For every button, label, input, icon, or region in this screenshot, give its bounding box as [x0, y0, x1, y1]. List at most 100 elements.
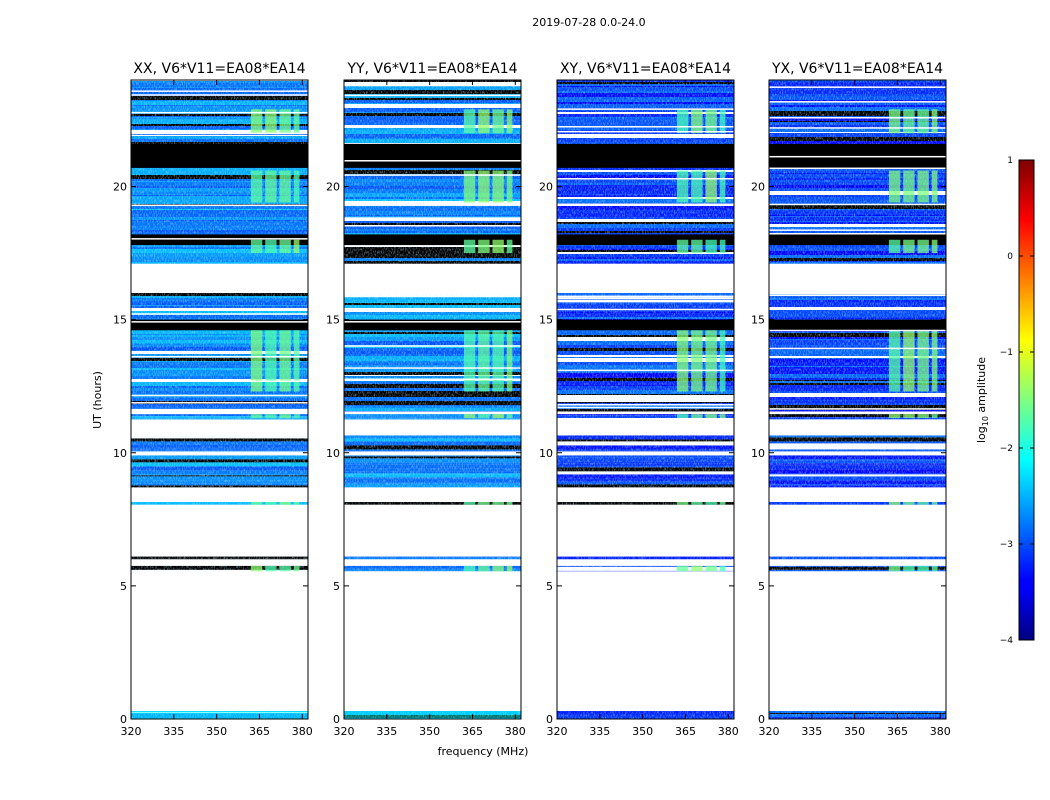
rfi-band: [719, 502, 726, 505]
panel-plot-area: [131, 80, 308, 719]
gap-line: [344, 217, 521, 219]
y-tick-label: 10: [326, 447, 340, 460]
y-tick-label: 0: [120, 713, 127, 726]
gap-line: [344, 84, 521, 87]
gap-line: [557, 300, 734, 302]
rfi-band: [463, 109, 476, 134]
rfi-band: [250, 502, 263, 505]
rfi-band: [676, 414, 689, 419]
colorbar-label-tail: amplitude: [975, 357, 988, 416]
spectrogram-noise: [131, 711, 308, 719]
x-tick-label: 350: [632, 725, 653, 738]
spectrogram-noise: [131, 293, 308, 412]
spectrogram-noise: [557, 414, 734, 420]
rfi-band: [265, 414, 277, 419]
gap-line: [557, 419, 734, 421]
rfi-band: [691, 239, 703, 254]
rfi-band: [676, 109, 689, 134]
gap-line: [769, 117, 946, 119]
rfi-band: [293, 170, 300, 203]
gap-line: [769, 233, 946, 235]
rfi-band: [506, 414, 513, 419]
x-tick-label: 335: [163, 725, 184, 738]
rfi-band: [463, 170, 476, 203]
rfi-band: [478, 330, 490, 392]
rfi-band: [279, 239, 291, 254]
gap-line: [344, 274, 521, 276]
colorbar-tick-label: −2: [1000, 444, 1013, 454]
spectrogram-noise: [344, 414, 521, 420]
rfi-band: [265, 330, 277, 392]
flagged-block: [131, 143, 308, 168]
spectrogram-noise: [769, 556, 946, 560]
gap-line: [769, 294, 946, 297]
gap-line: [344, 174, 521, 176]
gap-line: [344, 378, 521, 381]
y-axis-label: UT (hours): [91, 371, 104, 429]
gap-line: [769, 229, 946, 231]
rfi-band: [917, 239, 929, 254]
spectrogram-noise: [344, 293, 521, 412]
gap-line: [344, 290, 521, 292]
gap-line: [344, 321, 521, 323]
gap-line: [557, 308, 734, 311]
rfi-band: [293, 109, 300, 134]
rfi-band: [705, 414, 717, 419]
rfi-band: [691, 330, 703, 392]
rfi-band: [478, 239, 490, 254]
rfi-band: [250, 565, 263, 572]
rfi-band: [463, 239, 476, 254]
rfi-band: [506, 170, 513, 203]
rfi-band: [917, 565, 929, 572]
x-tick-label: 380: [505, 725, 526, 738]
rfi-band: [506, 565, 513, 572]
spectrogram-noise: [344, 565, 521, 572]
rfi-band: [279, 502, 291, 505]
gap-line: [131, 313, 308, 315]
colorbar-gradient: [1018, 159, 1035, 641]
spectrogram-noise: [557, 711, 734, 719]
spectrogram-noise: [344, 556, 521, 560]
colorbar-label-log: log: [975, 426, 988, 443]
colorbar-label: log10 amplitude: [975, 357, 990, 443]
y-tick-label: 15: [539, 314, 553, 327]
rfi-band: [888, 414, 901, 419]
panel-plot-area: [344, 80, 521, 719]
rfi-band: [463, 414, 476, 419]
flagged-block: [131, 234, 308, 246]
rfi-band: [265, 239, 277, 254]
spectrogram-noise: [769, 711, 946, 719]
colorbar-tick-label: −3: [1000, 540, 1013, 550]
panel-frame: [768, 79, 947, 720]
gap-line: [557, 369, 734, 372]
gap-line: [557, 108, 734, 110]
x-tick-label: 380: [292, 725, 313, 738]
y-tick-label: 5: [333, 580, 340, 593]
gap-line: [131, 204, 308, 207]
rfi-band: [293, 330, 300, 392]
panel-frame: [556, 79, 735, 720]
rfi-band: [691, 170, 703, 203]
rfi-band: [265, 109, 277, 134]
panel-1: XX, V6*V11=EA08*EA14 320 335 350 365 380 0 5 10 1…: [113, 61, 313, 738]
rfi-band: [691, 502, 703, 505]
colorbar-tick-label: −1: [1000, 348, 1013, 358]
gap-line: [557, 295, 734, 298]
rfi-band: [931, 109, 938, 134]
gap-line: [769, 347, 946, 350]
rfi-band: [492, 330, 504, 392]
rfi-band: [888, 239, 901, 254]
gap-line: [769, 101, 946, 103]
spectrogram-noise: [344, 502, 521, 505]
gap-line: [344, 345, 521, 347]
spectrogram-noise: [769, 293, 946, 412]
spectrogram-noise: [344, 435, 521, 452]
gap-line: [344, 160, 521, 162]
rfi-band: [705, 170, 717, 203]
rfi-band: [279, 414, 291, 419]
gap-line: [769, 86, 946, 88]
x-tick-label: 320: [547, 725, 568, 738]
rfi-band: [903, 414, 915, 419]
rfi-band: [265, 565, 277, 572]
